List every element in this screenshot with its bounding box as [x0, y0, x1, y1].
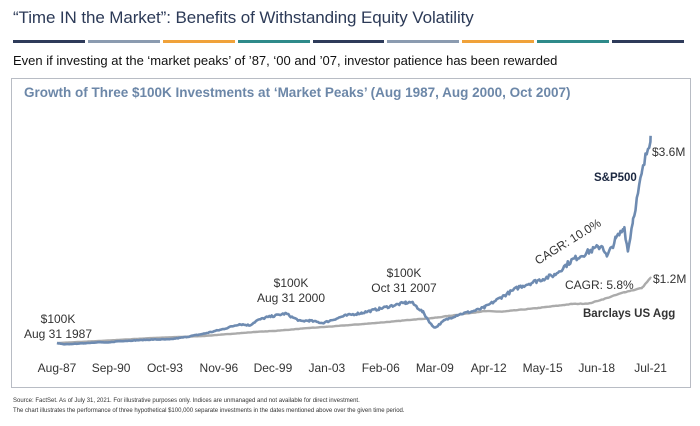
agg-cagr-label: CAGR: 5.8% — [565, 278, 634, 292]
x-tick-label: Nov-96 — [200, 361, 239, 375]
x-tick-label: Jan-03 — [308, 361, 345, 375]
chart-title: Growth of Three $100K Investments at ‘Ma… — [24, 85, 571, 100]
title-rule-segment — [87, 40, 160, 43]
chart-panel: Growth of Three $100K Investments at ‘Ma… — [11, 78, 691, 388]
page-title: “Time IN the Market”: Benefits of Withst… — [13, 8, 474, 27]
title-rule-segment — [13, 40, 85, 43]
title-rule-segment — [462, 40, 535, 43]
agg-end-value: $1.2M — [653, 272, 686, 286]
x-tick-label: Aug-87 — [38, 361, 77, 375]
x-tick-label: Sep-90 — [92, 361, 131, 375]
peak-label-date: Oct 31 2007 — [371, 281, 437, 295]
peak-label-date: Aug 31 2000 — [257, 291, 325, 305]
sp500-end-value: $3.6M — [652, 145, 685, 159]
x-tick-label: Feb-06 — [362, 361, 400, 375]
title-rule-segment — [237, 40, 310, 43]
chart-plot: Aug-87 Sep-90 Oct-93 Nov-96 Dec-99 Jan-03 Feb-… — [24, 135, 686, 375]
page-subtitle: Even if investing at the ‘market peaks’ … — [13, 53, 558, 68]
series-line-sp500 — [56, 135, 652, 346]
peak-label-date: Aug 31 1987 — [24, 327, 92, 341]
x-tick-label: Jun-18 — [578, 361, 615, 375]
title-rule-segment — [162, 40, 235, 43]
x-tick-label: Apr-12 — [471, 361, 507, 375]
x-tick-label: Oct-93 — [147, 361, 183, 375]
title-rule-segment — [312, 40, 385, 43]
agg-series-label: Barclays US Agg — [583, 308, 675, 320]
x-tick-label: May-15 — [523, 361, 563, 375]
title-rule-segment — [387, 40, 460, 43]
title-rule-segment — [612, 40, 684, 43]
x-tick-label: Mar-09 — [416, 361, 454, 375]
x-tick-label: Dec-99 — [254, 361, 293, 375]
sp500-cagr-label: CAGR: 10.0% — [532, 216, 604, 268]
peak-label-amount: $100K — [274, 276, 309, 290]
footnote-source: Source: FactSet. As of July 31, 2021. Fo… — [13, 398, 360, 404]
series-line-barclays-agg — [56, 276, 652, 345]
peak-label-amount: $100K — [387, 266, 422, 280]
x-tick-label: Jul-21 — [634, 361, 667, 375]
footnote-description: The chart illustrates the performance of… — [13, 408, 405, 414]
sp500-series-label: S&P500 — [594, 172, 637, 184]
peak-label-amount: $100K — [41, 312, 76, 326]
title-rule-segment — [537, 40, 610, 43]
